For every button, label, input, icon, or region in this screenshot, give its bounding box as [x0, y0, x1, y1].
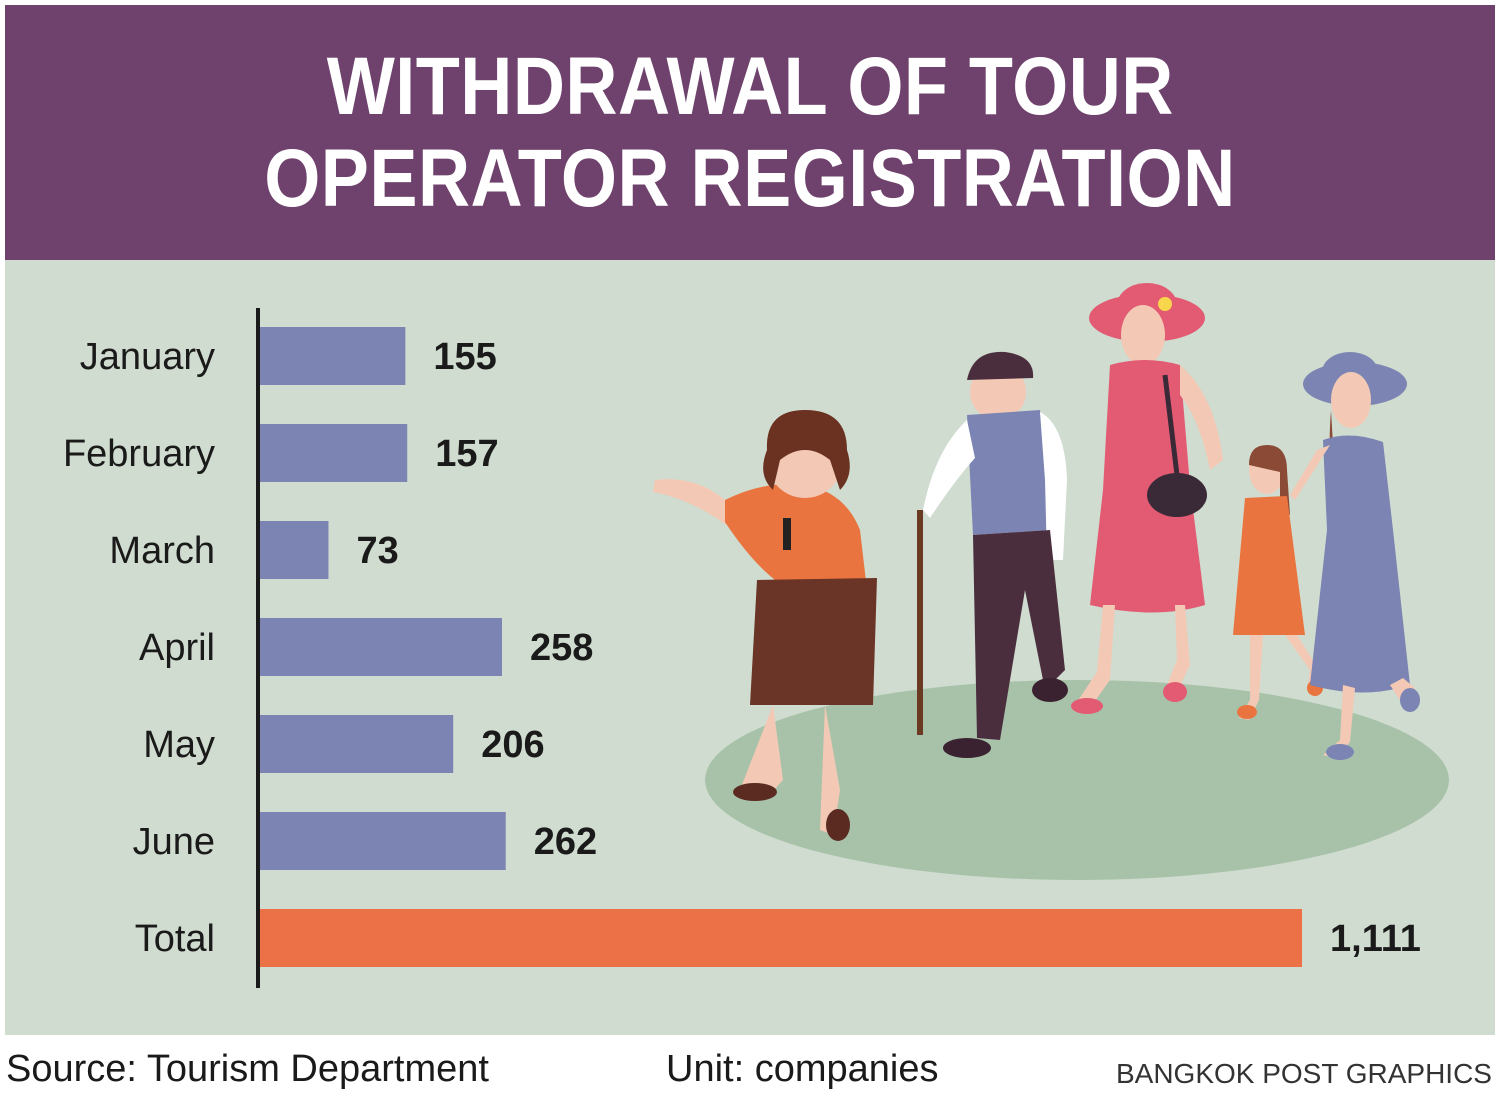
bar-march [260, 521, 329, 579]
grandfather-figure-icon [917, 351, 1068, 758]
category-label: January [80, 336, 215, 378]
value-label: 262 [534, 821, 597, 863]
category-label: June [133, 821, 215, 863]
value-label: 1,111 [1330, 918, 1421, 960]
category-label: May [143, 724, 215, 766]
bar-june [260, 812, 506, 870]
bar-may [260, 715, 454, 773]
bar-total [260, 909, 1302, 967]
category-label: Total [135, 918, 215, 960]
bar-january [260, 327, 406, 385]
source-note: Source: Tourism Department [6, 1048, 489, 1090]
tour-group-illustration-icon [653, 283, 1449, 880]
category-label: February [63, 433, 215, 475]
category-label: April [139, 627, 215, 669]
bar-february [260, 424, 408, 482]
value-label: 258 [530, 627, 593, 669]
bar-april [260, 618, 502, 676]
chart-title-line-1: WITHDRAWAL OF TOUR [326, 40, 1174, 132]
chart-header: WITHDRAWAL OF TOUR OPERATOR REGISTRATION [5, 5, 1495, 260]
unit-note: Unit: companies [666, 1048, 939, 1090]
chart-panel: January 155 February 157 March 73 April 258 May 2… [5, 260, 1495, 1035]
value-label: 206 [481, 724, 544, 766]
girl-figure-icon [1233, 445, 1323, 720]
value-label: 155 [433, 336, 496, 378]
value-label: 73 [356, 530, 398, 572]
credit-note: BANGKOK POST GRAPHICS [1115, 1058, 1492, 1089]
bars-group: January 155 February 157 March 73 April 258 May 2… [63, 327, 1421, 967]
value-label: 157 [435, 433, 498, 475]
mother-figure-icon [1290, 352, 1420, 760]
category-label: March [109, 530, 215, 572]
chart-title-line-2: OPERATOR REGISTRATION [264, 132, 1236, 224]
bar-chart: January 155 February 157 March 73 April 258 May 2… [63, 283, 1449, 988]
grandmother-figure-icon [1071, 283, 1223, 714]
tour-guide-figure-icon [653, 410, 877, 841]
